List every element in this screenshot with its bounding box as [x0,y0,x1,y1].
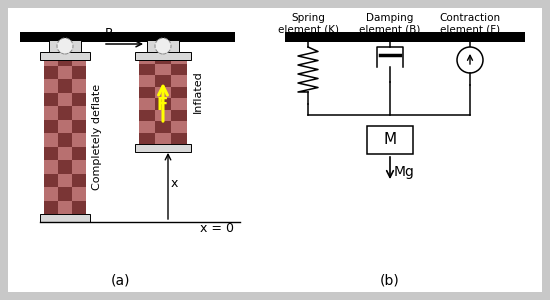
Bar [40,52,90,60]
Bar [171,133,187,144]
Bar [147,40,179,52]
Bar [58,173,72,187]
Bar [72,52,86,65]
Bar [285,32,525,42]
Bar [171,75,187,86]
Bar [72,187,86,200]
Bar [58,160,72,173]
Bar [44,160,58,173]
Bar [155,121,171,133]
Bar [171,121,187,133]
Bar [44,92,58,106]
Bar [44,52,58,65]
Bar [44,79,58,92]
Bar [49,40,81,52]
Bar [58,200,72,214]
Bar [171,52,187,64]
Bar [139,86,155,98]
Circle shape [57,38,73,54]
Bar [139,75,155,86]
Text: Contraction
element (F): Contraction element (F) [439,13,501,34]
Bar [155,110,171,121]
Bar [139,121,155,133]
Bar [139,133,155,144]
Text: Damping
element (B): Damping element (B) [359,13,421,34]
Text: (b): (b) [380,273,400,287]
Circle shape [457,47,483,73]
Bar [72,119,86,133]
Bar [44,146,58,160]
Bar [155,75,171,86]
Bar [72,146,86,160]
Text: P: P [105,27,113,40]
Text: Inflated: Inflated [193,70,203,113]
Bar [135,144,191,152]
Text: M: M [383,133,397,148]
Bar [72,200,86,214]
Bar [58,106,72,119]
Bar [58,119,72,133]
Bar [139,110,155,121]
Bar [44,187,58,200]
Bar [72,92,86,106]
Bar [171,110,187,121]
Bar [139,52,155,64]
Bar [40,214,90,222]
Bar [58,133,72,146]
Bar [367,126,413,154]
Bar [58,92,72,106]
Bar [44,106,58,119]
Text: F: F [157,96,168,114]
Bar [58,187,72,200]
Bar [135,52,191,60]
Text: x: x [171,177,178,190]
Bar [171,64,187,75]
Bar [58,146,72,160]
Bar [72,160,86,173]
Text: Mg: Mg [394,165,415,179]
Bar [171,86,187,98]
Bar [155,52,171,64]
Bar [44,200,58,214]
Bar [155,64,171,75]
Bar [139,98,155,110]
Text: Completely deflate: Completely deflate [92,84,102,190]
Bar [72,173,86,187]
Bar [72,106,86,119]
Bar [72,133,86,146]
Bar [155,133,171,144]
Bar [72,65,86,79]
Bar [20,32,235,42]
Bar [44,133,58,146]
Bar [58,79,72,92]
Circle shape [155,38,171,54]
Bar [44,65,58,79]
Bar [44,119,58,133]
Text: Spring
element (K): Spring element (K) [278,13,338,34]
Bar [155,86,171,98]
Bar [171,98,187,110]
Bar [58,52,72,65]
Bar [44,173,58,187]
Bar [139,64,155,75]
Text: (a): (a) [110,273,130,287]
Bar [72,79,86,92]
Bar [155,98,171,110]
Text: x = 0: x = 0 [200,222,234,235]
Bar [58,65,72,79]
